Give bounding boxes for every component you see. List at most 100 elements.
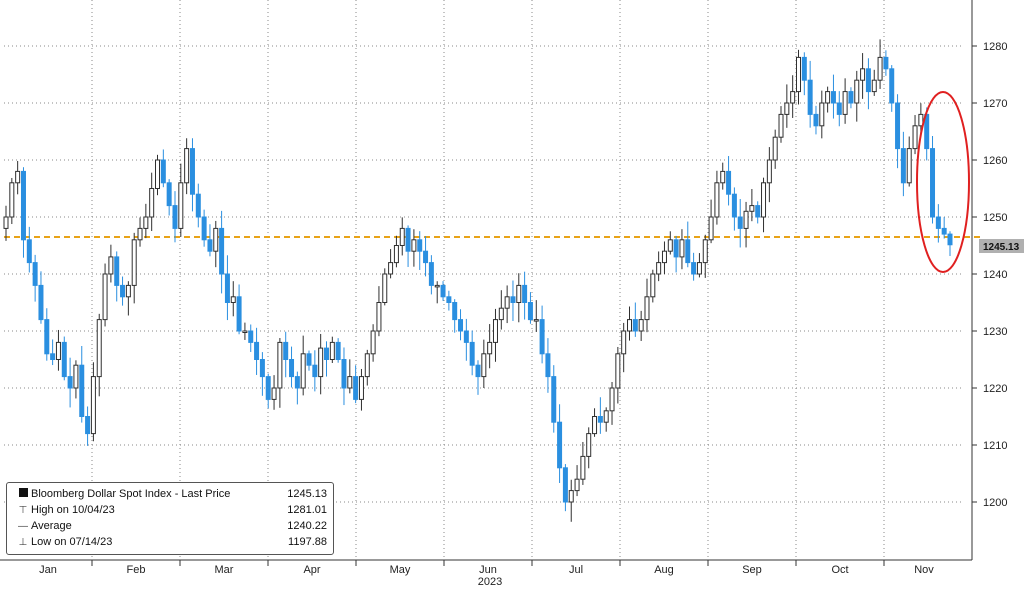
candle-body bbox=[667, 239, 673, 252]
candle-body bbox=[329, 341, 335, 360]
candle-body bbox=[900, 148, 906, 184]
candle-body bbox=[807, 79, 813, 115]
candle-body bbox=[102, 273, 108, 321]
candle-body bbox=[720, 170, 726, 184]
last-price-badge-text: 1245.13 bbox=[983, 242, 1020, 253]
candle-body bbox=[149, 188, 155, 218]
candle-body bbox=[557, 421, 563, 469]
candle-body bbox=[825, 91, 831, 104]
legend-value: 1281.01 bbox=[287, 504, 327, 516]
candle-body bbox=[935, 216, 941, 229]
legend-value: 1197.88 bbox=[288, 536, 327, 548]
candle-body bbox=[586, 433, 592, 457]
candle-body bbox=[248, 330, 254, 343]
x-month-label: Jul bbox=[569, 564, 583, 576]
candle-body bbox=[85, 416, 91, 435]
x-month-label: Feb bbox=[127, 564, 146, 576]
legend-value: 1240.22 bbox=[287, 520, 327, 532]
candle-body bbox=[364, 353, 370, 378]
candle-body bbox=[510, 296, 516, 303]
candle-body bbox=[242, 330, 248, 333]
gridlines bbox=[4, 0, 964, 560]
candle-body bbox=[50, 353, 56, 360]
candle-body bbox=[830, 91, 836, 104]
candle-body bbox=[621, 330, 627, 355]
candle-body bbox=[539, 319, 545, 355]
candle-body bbox=[143, 216, 149, 229]
candle-body bbox=[784, 102, 790, 115]
x-month-label: May bbox=[390, 564, 411, 576]
candle-body bbox=[376, 302, 382, 332]
candle-body bbox=[912, 125, 918, 150]
candle-body bbox=[178, 182, 184, 229]
candle-body bbox=[889, 68, 895, 104]
y-tick-label: 1260 bbox=[983, 155, 1007, 167]
candle-body bbox=[813, 113, 819, 127]
candle-body bbox=[656, 262, 662, 275]
candle-body bbox=[236, 296, 242, 332]
candle-body bbox=[562, 467, 568, 503]
candle-body bbox=[213, 227, 219, 252]
candle-body bbox=[61, 341, 67, 378]
candle-body bbox=[842, 91, 848, 115]
y-tick-label: 1280 bbox=[983, 41, 1007, 53]
legend-label: High on 10/04/23 bbox=[31, 504, 115, 516]
candle-body bbox=[463, 330, 469, 343]
candle-body bbox=[207, 239, 213, 252]
candle-body bbox=[32, 262, 38, 286]
candle-body bbox=[347, 376, 353, 389]
candle-body bbox=[224, 273, 230, 303]
candle-body bbox=[527, 302, 533, 321]
candle-body bbox=[44, 319, 50, 355]
candle-body bbox=[137, 227, 143, 241]
candle-body bbox=[452, 302, 458, 321]
candle-body bbox=[318, 347, 324, 378]
y-tick-label: 1200 bbox=[983, 497, 1007, 509]
candle-body bbox=[679, 239, 685, 258]
x-month-label: Mar bbox=[215, 564, 234, 576]
candle-body bbox=[388, 262, 394, 275]
x-month-label: Apr bbox=[303, 564, 320, 576]
candle-body bbox=[755, 205, 761, 218]
candle-body bbox=[195, 193, 201, 218]
candle-body bbox=[766, 159, 772, 184]
candle-body bbox=[580, 455, 586, 480]
candle-body bbox=[382, 273, 388, 303]
legend-row-last-price: Bloomberg Dollar Spot Index - Last Price… bbox=[15, 487, 327, 501]
candle-body bbox=[918, 113, 924, 127]
candle-body bbox=[574, 478, 580, 492]
x-month-label: Sep bbox=[742, 564, 762, 576]
legend-label: Bloomberg Dollar Spot Index - Last Price bbox=[31, 488, 231, 500]
candle-body bbox=[930, 148, 936, 218]
candle-body bbox=[533, 319, 539, 322]
candle-body bbox=[160, 159, 166, 184]
candle-body bbox=[189, 148, 195, 195]
candle-body bbox=[673, 239, 679, 258]
candle-body bbox=[114, 256, 120, 286]
candle-body bbox=[947, 233, 953, 246]
highlight-layer bbox=[916, 91, 970, 273]
candle-body bbox=[551, 376, 557, 423]
y-tick-label: 1220 bbox=[983, 383, 1007, 395]
candle-body bbox=[836, 102, 842, 115]
x-month-label: Oct bbox=[831, 564, 848, 576]
candle-body bbox=[848, 91, 854, 104]
candle-body bbox=[277, 341, 283, 389]
candle-body bbox=[9, 182, 15, 218]
candle-body bbox=[155, 159, 161, 189]
candle-body bbox=[20, 170, 26, 241]
legend-row-average: — Average 1240.22 bbox=[15, 519, 327, 533]
candle-body bbox=[778, 113, 784, 138]
candle-body bbox=[696, 262, 702, 275]
candle-body bbox=[423, 250, 429, 264]
candle-body bbox=[335, 341, 341, 360]
candle-body bbox=[289, 359, 295, 378]
candle-body bbox=[731, 193, 737, 218]
candle-body bbox=[743, 210, 749, 229]
last-price-badge bbox=[979, 239, 1024, 253]
candle-body bbox=[90, 376, 96, 435]
candle-body bbox=[772, 136, 778, 161]
candle-body bbox=[120, 284, 126, 298]
x-month-label: Nov bbox=[914, 564, 934, 576]
